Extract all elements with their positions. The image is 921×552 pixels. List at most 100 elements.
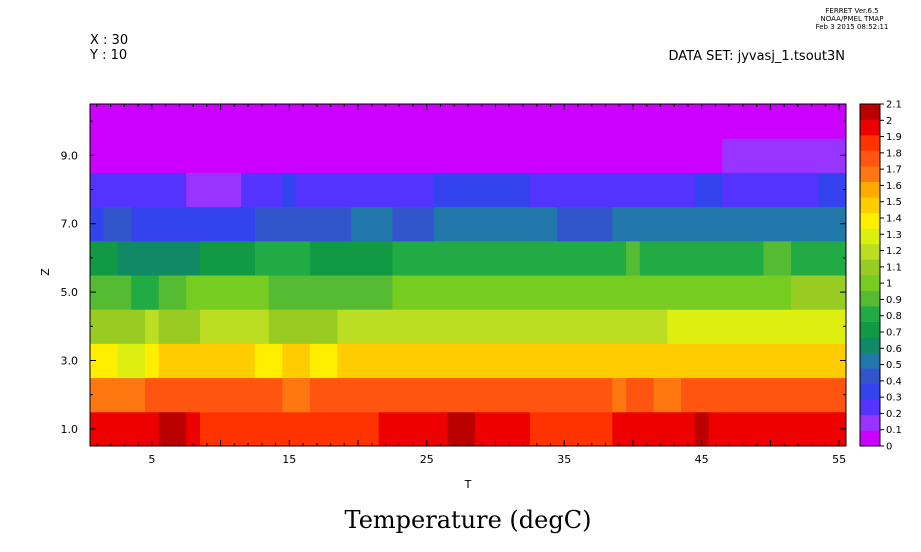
heatmap-cell xyxy=(144,309,160,344)
heatmap-cell xyxy=(158,275,187,310)
colorbar-swatch xyxy=(860,119,880,136)
heatmap-cell xyxy=(254,275,270,310)
heatmap-cell xyxy=(199,240,256,276)
colorbar-swatch xyxy=(860,430,880,447)
colorbar-swatch xyxy=(860,197,880,214)
x-tick-label: 35 xyxy=(557,453,571,466)
ferret-timestamp-label: Feb 3 2015 08:52:11 xyxy=(816,23,889,31)
x-axis-label: T xyxy=(464,478,472,491)
heatmap-cell xyxy=(392,206,435,242)
colorbar-swatch xyxy=(860,150,880,167)
heatmap-cell xyxy=(199,411,256,447)
heatmap-cell xyxy=(90,309,146,344)
heatmap-cell xyxy=(337,343,847,379)
heatmap-cell xyxy=(90,377,146,413)
x-tick-label: 55 xyxy=(832,453,846,466)
colorbar-swatch xyxy=(860,337,880,354)
heatmap-cell xyxy=(254,240,311,276)
colorbar-label: 0.7 xyxy=(886,328,902,339)
colorbar-swatch xyxy=(860,414,880,431)
colorbar-swatch xyxy=(860,383,880,400)
x-tick-label: 45 xyxy=(695,453,709,466)
x-tick-labels: 5 15 25 35 45 55 xyxy=(148,453,846,466)
colorbar-frame xyxy=(859,103,881,447)
heatmap-cell xyxy=(90,240,118,276)
colorbar-swatch xyxy=(860,306,880,322)
heatmap-cell xyxy=(584,240,627,276)
colorbar-label: 0 xyxy=(886,442,892,453)
heatmap-cell xyxy=(694,411,710,447)
heatmap-cell xyxy=(392,275,792,310)
y-tick-label: 3.0 xyxy=(61,355,79,368)
heatmap-cell xyxy=(241,172,283,208)
heatmap-cell xyxy=(694,172,723,208)
heatmap-cell xyxy=(818,172,847,208)
heatmap-cell xyxy=(144,377,283,413)
colorbar-label: 1.5 xyxy=(886,197,902,208)
colorbar-label: 1.1 xyxy=(886,262,902,273)
colorbar-label: 2 xyxy=(886,116,892,127)
y-axis-label: Z xyxy=(39,268,52,276)
heatmap-cell xyxy=(282,343,311,379)
heatmap-cell xyxy=(309,411,380,447)
colorbar-label: 1.6 xyxy=(886,181,902,192)
colorbar-label: 0.4 xyxy=(886,376,902,387)
heatmap-cell xyxy=(612,206,820,242)
heatmap-cell xyxy=(144,343,160,379)
colorbar-label: 0.1 xyxy=(886,425,902,436)
colorbar-swatch xyxy=(860,352,880,369)
dataset-label: DATA SET: jyvasj_1.tsout3N xyxy=(668,49,845,64)
heatmap-cell xyxy=(708,411,847,447)
heatmap-cell xyxy=(186,411,201,447)
heatmap-cell xyxy=(186,275,256,310)
heatmap-cell xyxy=(90,411,160,447)
colorbar-swatch xyxy=(860,104,880,120)
ferret-version-label: FERRET Ver.6.5 xyxy=(825,7,878,15)
chart-title: Temperature (degC) xyxy=(345,506,592,534)
heatmap-cell xyxy=(529,172,696,208)
heatmap-cell xyxy=(309,240,393,276)
heatmap-cell xyxy=(639,240,765,276)
heatmap-cell xyxy=(626,377,655,413)
heatmap-cell xyxy=(612,377,627,413)
colorbar-swatch xyxy=(860,228,880,245)
colorbar: 0 0.1 0.2 0.3 0.4 0.5 0.6 0.7 0.8 0.9 1 1.1 1.2 1.3 1.… xyxy=(859,100,902,453)
heatmap-cell xyxy=(90,206,105,242)
colorbar-swatch xyxy=(860,368,880,385)
colorbar-label: 1 xyxy=(886,279,892,290)
y-tick-label: 9.0 xyxy=(61,149,79,162)
heatmap-cell xyxy=(90,104,847,139)
heatmap-cell xyxy=(254,343,283,379)
heatmap-cell xyxy=(90,138,723,173)
heatmap-cell xyxy=(791,275,847,310)
heatmap-cell xyxy=(117,240,201,276)
colorbar-swatch xyxy=(860,321,880,338)
x-tick-label: 5 xyxy=(148,453,155,466)
heatmap-cell xyxy=(268,275,393,310)
colorbar-label: 2.1 xyxy=(886,100,902,111)
heatmap-cell xyxy=(268,309,338,344)
heatmap-cell xyxy=(309,343,338,379)
x-tick-label: 15 xyxy=(282,453,296,466)
y-tick-label: 7.0 xyxy=(61,218,79,231)
heatmap-cell xyxy=(158,411,187,447)
colorbar-swatch xyxy=(860,259,880,276)
heatmap-cell xyxy=(529,411,613,447)
colorbar-label: 1.2 xyxy=(886,246,902,257)
colorbar-label: 0.5 xyxy=(886,360,902,371)
heatmap-cell xyxy=(791,240,847,276)
colorbar-swatch xyxy=(860,212,880,229)
colorbar-swatch xyxy=(860,290,880,307)
probe-x-label: X : 30 xyxy=(90,33,128,48)
heatmap-cell xyxy=(474,411,531,447)
heatmap-cell xyxy=(90,172,187,208)
colorbar-swatch xyxy=(860,243,880,260)
heatmap-cell xyxy=(433,206,558,242)
heatmap-cell xyxy=(117,343,146,379)
heatmap-cell xyxy=(681,377,847,413)
heatmap-cell xyxy=(447,411,476,447)
heatmap-cell xyxy=(103,206,132,242)
colorbar-swatch xyxy=(860,399,880,416)
colorbar-label: 0.9 xyxy=(886,295,902,306)
